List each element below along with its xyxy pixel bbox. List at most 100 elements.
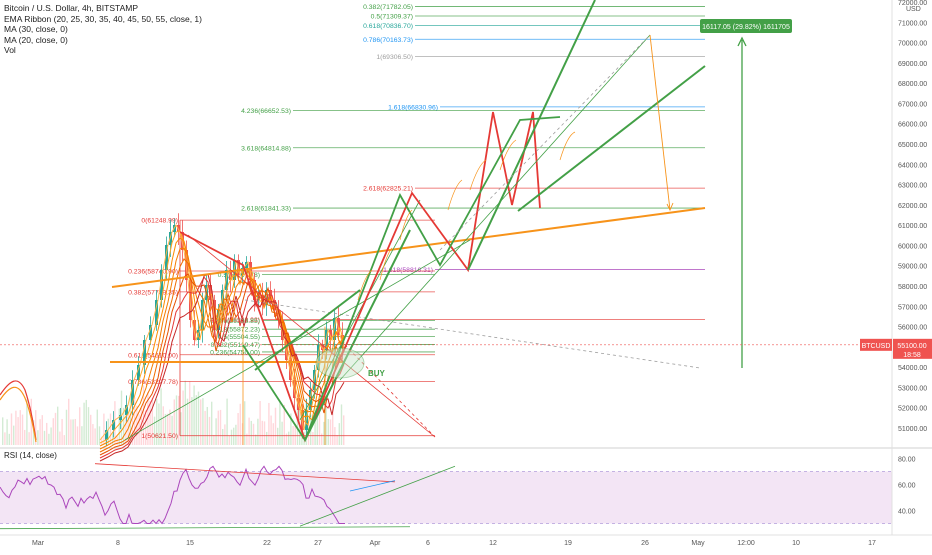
price-axis-currency: USD [906, 6, 921, 13]
volume-bar [83, 402, 85, 445]
price-axis-tick: 63000.00 [898, 183, 927, 190]
projection-arc [469, 159, 487, 191]
rsi-projection-green [299, 465, 456, 527]
fib-level-label: 0.5(71309.37) [371, 14, 413, 21]
fib-level-label: 1(69306.50) [376, 54, 413, 61]
volume-bar [268, 402, 270, 445]
volume-bar [263, 421, 266, 445]
candle [149, 325, 152, 340]
volume-bar [296, 400, 299, 445]
volume-bar [21, 414, 24, 445]
orange-target-line [649, 34, 671, 211]
volume-bar [125, 410, 127, 445]
volume-bar [19, 410, 21, 445]
volume-bar [107, 418, 109, 445]
volume-bar [200, 399, 202, 445]
time-axis-tick: 26 [641, 540, 649, 547]
volume-bar [281, 421, 283, 445]
green-pattern-leg [467, 0, 596, 271]
volume-bar [129, 395, 131, 445]
time-axis-tick: 27 [314, 540, 322, 547]
rsi-label: RSI (14, close) [4, 451, 57, 460]
ema-ribbon-line [99, 273, 345, 456]
volume-bar [79, 407, 81, 445]
volume-bar [46, 422, 48, 445]
time-axis-tick: 17 [868, 540, 876, 547]
fib-level-label: 2.618(61841.33) [241, 206, 291, 213]
volume-bar [222, 428, 224, 445]
ema-ribbon-label[interactable]: EMA Ribbon (20, 25, 30, 35, 40, 45, 50, … [4, 13, 202, 24]
volume-bar [41, 415, 43, 445]
volume-bar [327, 419, 329, 445]
candle [165, 245, 168, 270]
fib-level-label: 0.382(55119.47) [211, 342, 260, 349]
projection-arc [447, 179, 463, 211]
candle [131, 380, 134, 405]
price-badge [893, 338, 932, 359]
projection-arc [399, 209, 413, 241]
price-axis-tick: 72000.00 [898, 0, 927, 7]
rsi-axis-tick: 60.00 [898, 483, 916, 490]
volume-bar [65, 409, 68, 445]
volume-bar [244, 401, 246, 445]
volume-bar [26, 399, 28, 445]
volume-bar [270, 415, 272, 445]
volume-bar [68, 398, 70, 445]
volume-bar [87, 407, 90, 445]
price-axis-tick: 71000.00 [898, 20, 927, 27]
ema-ribbon-line [99, 273, 345, 462]
volume-bar [37, 430, 39, 445]
volume-bar [175, 395, 178, 445]
price-axis-tick: 54000.00 [898, 365, 927, 372]
volume-bar [61, 418, 63, 445]
volume-bar [184, 380, 186, 445]
rsi-projection-blue [349, 480, 396, 492]
volume-bar [277, 427, 279, 445]
volume-bar [112, 431, 114, 445]
volume-label[interactable]: Vol [4, 45, 16, 55]
time-axis-tick: 12:00 [737, 540, 755, 547]
volume-bar [85, 399, 87, 445]
volume-bar [6, 419, 8, 445]
fib-level-label: 0.786(70163.73) [363, 37, 413, 44]
volume-bar [191, 397, 193, 445]
volume-bar [182, 390, 184, 445]
volume-bar [285, 433, 288, 445]
green-pattern-leg [304, 229, 411, 441]
volume-bar [288, 431, 290, 445]
candle [105, 430, 108, 440]
green-pattern-leg [254, 289, 361, 371]
fib-level-label: 1.618(66830.96) [388, 104, 438, 111]
fib-level-label: 0.236(58740.90) [128, 268, 178, 275]
ema-ribbon-line [99, 247, 345, 450]
volume-bar [81, 426, 83, 445]
fib-level-label: 0.236(54750.00) [210, 349, 260, 356]
volume-bar [336, 434, 338, 445]
volume-bar [338, 423, 340, 445]
rsi-axis-tick: 40.00 [898, 509, 916, 516]
candle [119, 415, 122, 420]
projection-arc [499, 139, 517, 171]
volume-bar [149, 400, 151, 445]
volume-bar [140, 407, 142, 445]
volume-bar [74, 418, 76, 445]
measure-label-box [700, 19, 792, 33]
volume-bar [250, 420, 252, 445]
volume-bar [314, 403, 316, 445]
time-axis-tick: 6 [426, 540, 430, 547]
volume-bar [17, 417, 19, 445]
price-axis-tick: 60000.00 [898, 243, 927, 250]
symbol-title[interactable]: Bitcoin / U.S. Dollar, 4h, BITSTAMP [4, 3, 138, 13]
ma20-label[interactable]: MA (20, close, 0) [4, 34, 68, 45]
volume-bar [15, 410, 17, 445]
price-axis-tick: 61000.00 [898, 223, 927, 230]
orange-arrowhead [666, 202, 674, 212]
fib-level-label: 0.5(55504.55) [218, 334, 260, 341]
volume-bar [180, 412, 182, 445]
volume-bar [147, 392, 149, 445]
volume-bar [272, 423, 274, 445]
price-axis-tick: 70000.00 [898, 41, 927, 48]
ma30-label[interactable]: MA (30, close, 0) [4, 24, 68, 34]
